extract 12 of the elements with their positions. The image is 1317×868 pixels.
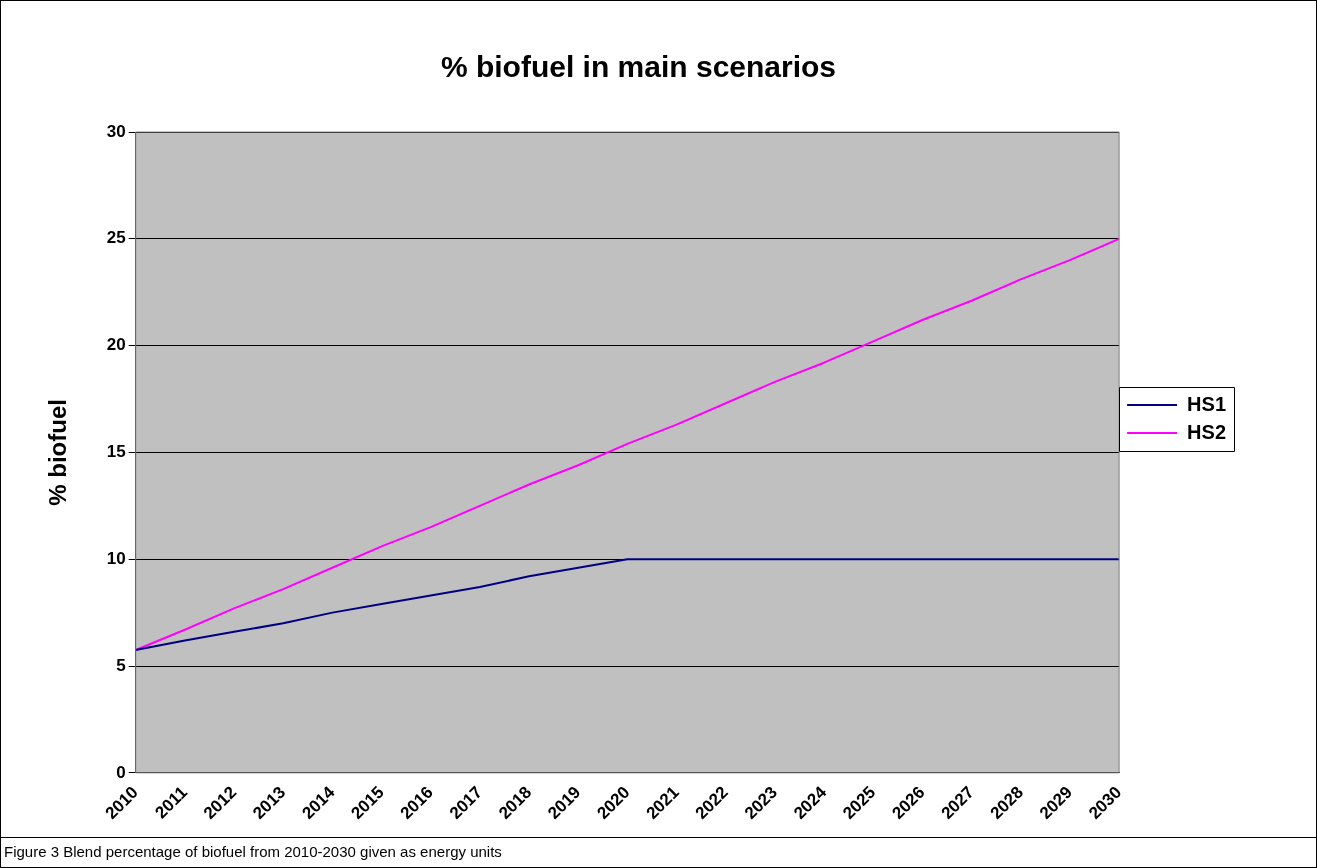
y-tick-label: 15 [106,442,126,462]
y-tick-label: 5 [116,655,126,675]
legend-label: HS2 [1187,420,1226,443]
chart-title: % biofuel in main scenarios [440,50,837,84]
y-tick-label: 0 [116,762,126,782]
caption: Figure 3 Blend percentage of biofuel from 2010-2030 given as energy units [4,838,1316,866]
y-tick-label: 10 [106,548,126,568]
legend-label: HS1 [1187,392,1226,415]
y-tick-label: 25 [106,228,126,248]
y-tick-label: 20 [106,335,126,355]
y-axis-title: % biofuel [44,399,72,506]
y-tick-label: 30 [106,121,126,141]
